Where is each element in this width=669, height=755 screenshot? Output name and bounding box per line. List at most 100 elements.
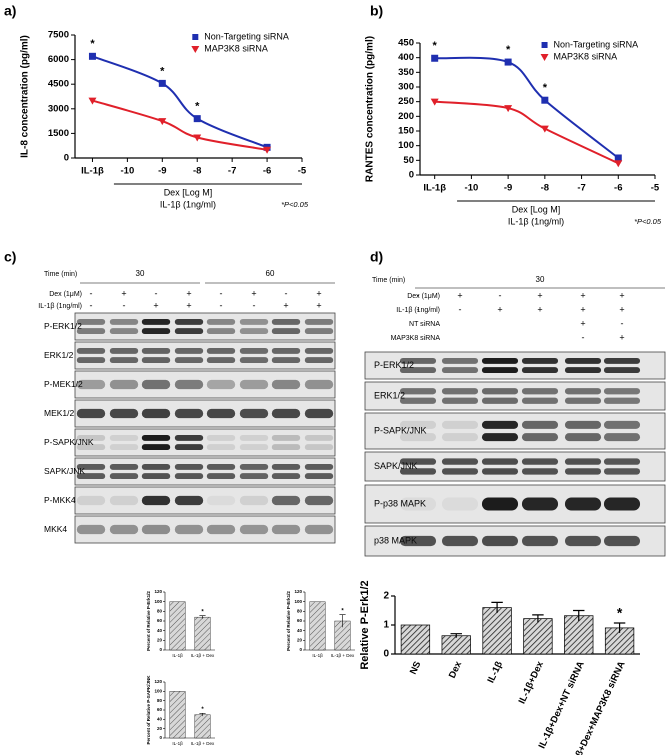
- blot-label: P-MEK1/2: [44, 379, 83, 389]
- blot-band: [441, 535, 479, 547]
- bar: [441, 635, 471, 655]
- blot-band: [441, 458, 479, 465]
- x-axis-subtitle: IL-1β (1ng/ml): [508, 216, 564, 226]
- treatment-sign: -: [459, 304, 462, 314]
- bar: [482, 607, 512, 655]
- y-tick-label: 100: [154, 689, 162, 694]
- blot-band: [141, 379, 171, 390]
- y-axis-title: Percent of Relative P-Erk1/2: [146, 591, 151, 651]
- x-tick-label: -8: [541, 183, 549, 194]
- treatment-sign: -: [220, 300, 223, 310]
- series-line: [92, 99, 268, 151]
- marker: [193, 115, 201, 123]
- treatment-label: IL-1β (1ng/ml): [396, 307, 440, 314]
- blot-band: [271, 408, 301, 419]
- treatment-sign: +: [537, 290, 542, 300]
- blot-band: [564, 397, 602, 404]
- blot-band: [564, 535, 602, 547]
- y-axis-title: Percent of Relative P-Erk1/2: [286, 591, 291, 651]
- blot-label: P-p38 MAPK: [374, 498, 426, 508]
- x-tick-label: -7: [577, 183, 585, 194]
- blot-band: [603, 420, 641, 429]
- x-tick-label: -10: [465, 183, 479, 194]
- blot-band: [304, 473, 334, 480]
- blot-band: [481, 388, 519, 395]
- treatment-label: Dex (1μM): [407, 293, 440, 300]
- significance-mark: *: [433, 40, 438, 52]
- legend-label: MAP3K8 siRNA: [554, 51, 618, 61]
- blot-band: [174, 357, 204, 364]
- treatment-sign: -: [155, 288, 158, 298]
- y-tick-label: 20: [157, 726, 163, 731]
- blot-band: [271, 444, 301, 451]
- blot-band: [109, 318, 139, 325]
- blot-band: [399, 535, 437, 547]
- y-tick-label: 50: [403, 155, 414, 166]
- y-tick-label: 0: [299, 647, 302, 652]
- blot-band: [174, 495, 204, 506]
- y-tick-label: 100: [398, 140, 414, 151]
- blot-panel: [74, 370, 336, 399]
- bar: [309, 601, 326, 651]
- x-tick-label: -6: [614, 183, 622, 194]
- error-bar: [199, 712, 206, 717]
- bar: [604, 627, 635, 655]
- blot-band: [441, 367, 479, 374]
- y-axis-title: Relative P-Erk1/2: [359, 580, 371, 669]
- y-tick-label: 20: [297, 638, 303, 643]
- bar: [400, 624, 431, 655]
- blot-band: [174, 347, 204, 354]
- blot-label: ERK1/2: [374, 390, 405, 400]
- blot-panel: [74, 515, 336, 544]
- blot-band: [564, 367, 602, 374]
- treatment-sign: +: [580, 304, 585, 314]
- time-value: 30: [536, 275, 545, 284]
- y-tick-label: 1: [383, 620, 389, 631]
- x-tick-label: IL-1β + Dex: [191, 653, 215, 658]
- blot-band: [481, 367, 519, 374]
- x-tick-label: IL-1β: [312, 653, 323, 658]
- bar: [523, 618, 553, 655]
- blot-band: [76, 473, 106, 480]
- blot-band: [109, 524, 139, 535]
- y-tick-label: 4500: [48, 79, 69, 90]
- blot-band: [481, 497, 519, 511]
- panel-label: c): [4, 249, 16, 265]
- blot-label: ERK1/2: [44, 350, 74, 360]
- blot-band: [603, 397, 641, 404]
- marker: [88, 97, 97, 105]
- treatment-sign: -: [417, 304, 420, 314]
- treatment-sign: +: [186, 300, 191, 310]
- marker: [193, 134, 202, 142]
- blot-band: [206, 463, 236, 470]
- blot-band: [603, 458, 641, 465]
- blot-band: [109, 495, 139, 506]
- legend-swatch: [191, 46, 200, 53]
- error-bar: [339, 614, 346, 628]
- blot-band: [76, 318, 106, 325]
- blot-band: [304, 444, 334, 451]
- marker: [614, 154, 622, 162]
- error-bar: [450, 633, 462, 638]
- marker: [431, 54, 439, 62]
- blot-panel: [364, 381, 666, 411]
- blot-band: [239, 434, 269, 441]
- y-tick-label: 20: [157, 638, 163, 643]
- blot-label: P-MKK4: [44, 495, 76, 505]
- blot-band: [521, 535, 559, 547]
- blot-band: [564, 468, 602, 475]
- blot-band: [271, 318, 301, 325]
- y-tick-label: 120: [154, 679, 162, 684]
- y-tick-label: 100: [154, 599, 162, 604]
- y-tick-label: 0: [159, 735, 162, 740]
- x-tick-label: -8: [193, 166, 201, 177]
- series-line: [434, 56, 619, 159]
- treatment-sign: +: [153, 300, 158, 310]
- blot-band: [603, 388, 641, 395]
- error-bar: [573, 609, 585, 621]
- treatment-sign: -: [123, 300, 126, 310]
- significance-mark: *: [160, 65, 165, 77]
- blot-label: SAPK/JNK: [374, 461, 418, 471]
- y-tick-label: 250: [398, 96, 414, 107]
